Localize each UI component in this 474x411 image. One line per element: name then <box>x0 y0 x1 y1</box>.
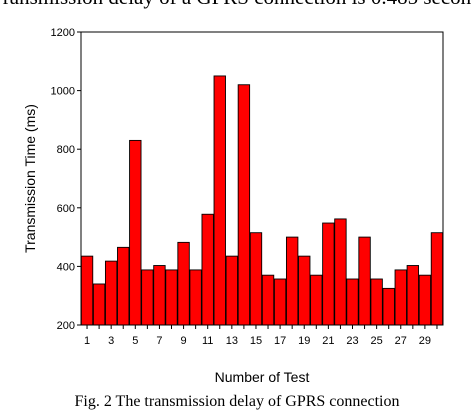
x-tick-label: 23 <box>346 335 358 347</box>
x-tick-label: 17 <box>274 335 286 347</box>
bar-test-4 <box>117 246 130 326</box>
bar-test-26 <box>382 287 395 326</box>
bar-test-14 <box>237 84 251 326</box>
figure-caption: Fig. 2 The transmission delay of GPRS co… <box>74 393 400 410</box>
bar-test-27 <box>394 269 407 326</box>
x-tick-label: 13 <box>226 335 238 347</box>
bar-test-1 <box>80 255 94 326</box>
bar-test-11 <box>201 213 214 326</box>
bar-test-10 <box>189 269 202 326</box>
bar-test-12 <box>213 75 226 326</box>
bar-test-15 <box>249 232 263 326</box>
y-tick-label: 1000 <box>51 86 75 98</box>
bar-test-16 <box>261 274 275 326</box>
bar-test-22 <box>334 218 347 326</box>
bar-test-19 <box>298 255 311 326</box>
bar-test-18 <box>285 236 299 326</box>
bar-test-17 <box>273 278 287 326</box>
bar-test-6 <box>141 269 154 326</box>
y-tick-label: 600 <box>57 203 75 215</box>
bar-test-20 <box>310 274 323 326</box>
x-tick-label: 21 <box>322 335 334 347</box>
x-axis-label: Number of Test <box>215 369 310 385</box>
y-tick-label: 800 <box>57 144 75 156</box>
bar-test-8 <box>165 269 178 326</box>
bar-test-5 <box>129 139 142 326</box>
figure-context-text: ransmission delay of a GPRS connection i… <box>0 0 474 10</box>
y-tick-label: 400 <box>57 261 75 273</box>
y-tick-label: 200 <box>57 320 75 332</box>
x-tick-label: 1 <box>84 335 90 347</box>
plot-frame <box>80 31 444 326</box>
bar-test-23 <box>346 278 359 326</box>
bar-test-3 <box>104 260 118 326</box>
x-tick-label: 11 <box>202 335 213 347</box>
x-tick-label: 3 <box>108 335 114 347</box>
bar-test-29 <box>418 274 432 326</box>
bar-test-30 <box>430 232 444 326</box>
bar-test-25 <box>370 278 383 326</box>
bars-group <box>80 75 444 326</box>
x-tick-label: 9 <box>181 335 187 347</box>
y-axis-label: Transmission Time (ms) <box>22 104 38 253</box>
x-axis: 1 3 5 7 9 11 13 15 17 19 21 23 25 27 29 <box>84 325 438 347</box>
x-tick-label: 15 <box>250 335 262 347</box>
x-tick-label: 29 <box>419 335 431 347</box>
y-tick-label: 1200 <box>51 27 75 39</box>
bar-test-24 <box>358 236 371 326</box>
x-tick-label: 25 <box>371 335 383 347</box>
bar-test-2 <box>92 283 106 326</box>
bar-test-21 <box>322 222 335 326</box>
bar-test-7 <box>153 265 166 326</box>
x-tick-label: 19 <box>298 335 310 347</box>
x-tick-label: 7 <box>156 335 162 347</box>
bar-test-13 <box>225 255 239 326</box>
y-axis: 200 400 600 800 1000 1200 <box>51 27 81 332</box>
bar-test-28 <box>406 265 420 326</box>
bar-test-9 <box>177 241 190 326</box>
x-tick-label: 5 <box>132 335 138 347</box>
x-tick-label: 27 <box>395 335 407 347</box>
